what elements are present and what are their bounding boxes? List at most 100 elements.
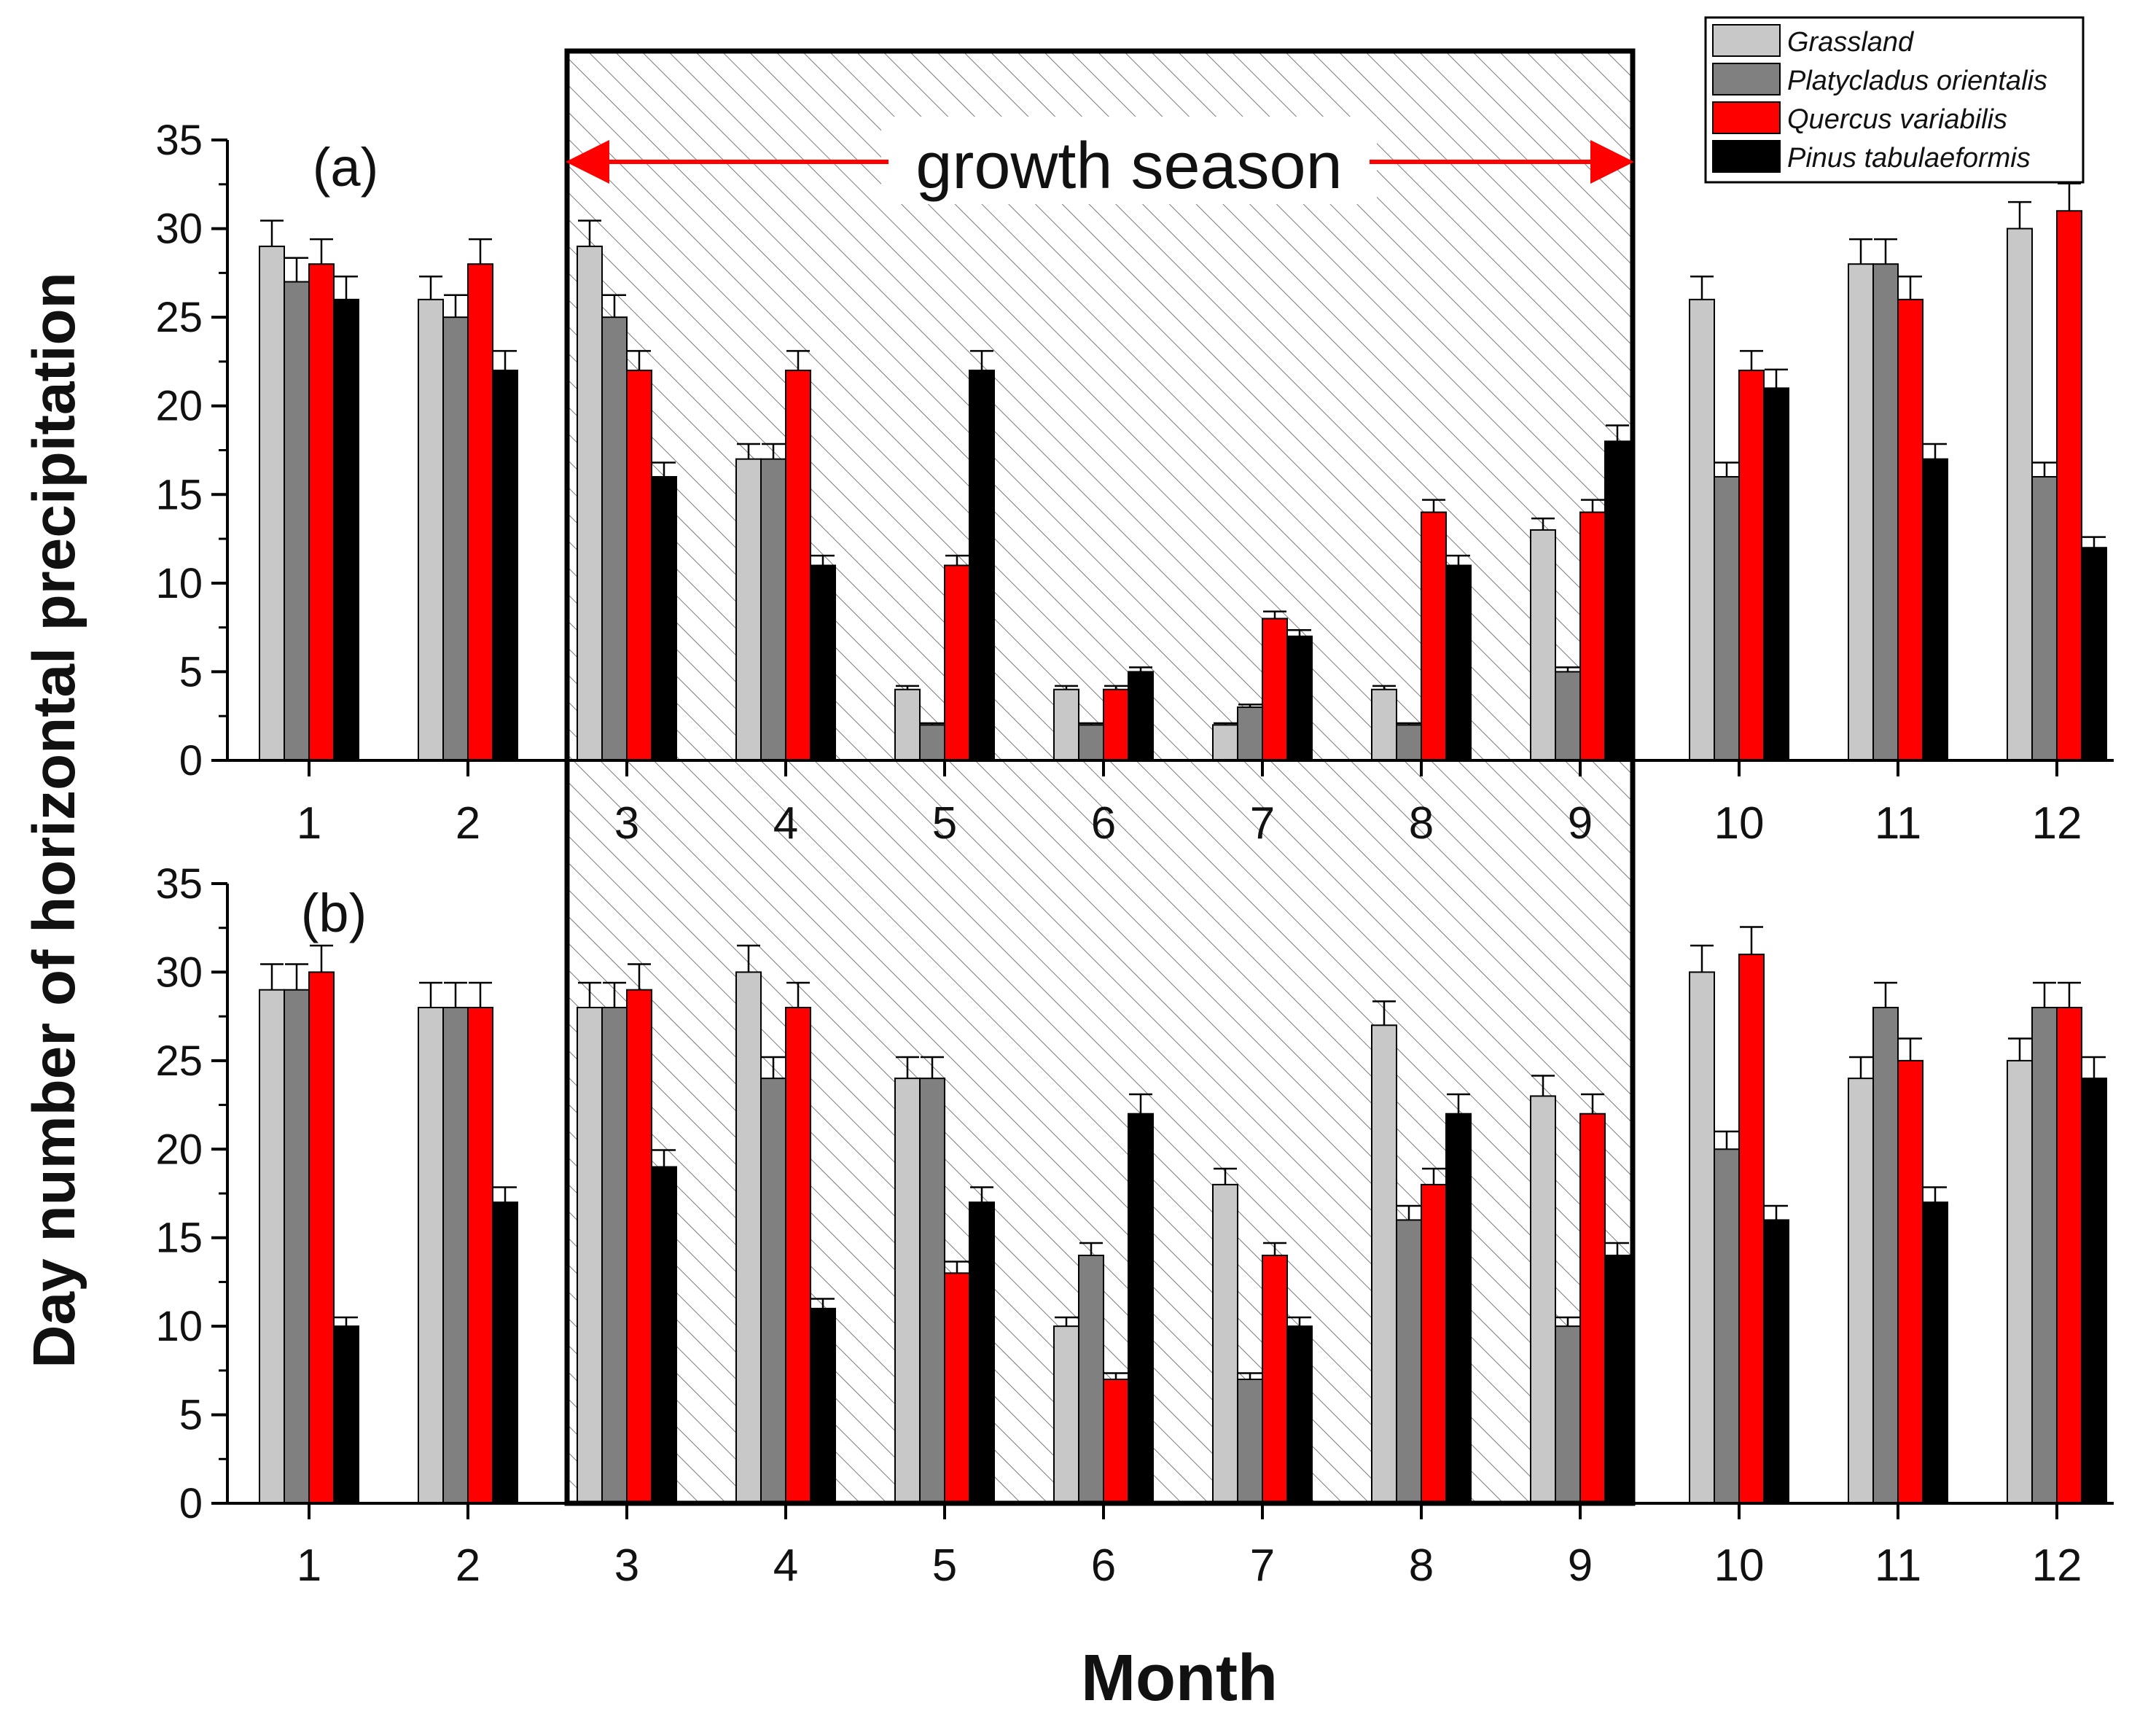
bar [601,316,628,761]
bar [259,245,285,761]
bar [2056,210,2082,761]
bar [1530,529,1556,762]
y-tick-label: 30 [155,948,203,996]
x-tick-label: 7 [1250,798,1275,849]
bar [1103,688,1129,761]
bar [1396,1219,1422,1505]
y-tick-label: 15 [155,1215,203,1262]
bar [577,245,603,761]
y-tick-label: 25 [155,294,203,341]
bar [1848,1078,1874,1504]
y-tick-label: 0 [179,1480,203,1527]
bar [894,1078,921,1504]
bar [1897,1059,1923,1505]
bar [1714,475,1740,761]
bar [1445,1113,1472,1504]
bar [308,263,335,761]
y-tick-label: 35 [155,117,203,164]
x-tick-label: 9 [1568,1540,1593,1591]
legend-entry: Grassland [1787,27,1915,58]
bar [785,1007,811,1504]
x-tick-label: 8 [1409,798,1434,849]
y-tick-label: 15 [155,471,203,518]
bar [1128,1113,1154,1504]
x-tick-label: 5 [932,1540,957,1591]
legend-swatch [1712,140,1781,173]
x-tick-label: 9 [1568,798,1593,849]
x-tick-label: 5 [932,798,957,849]
x-tick-label: 6 [1091,798,1116,849]
bar [1445,564,1472,761]
x-tick-label: 10 [1714,1540,1765,1591]
panel-label: (a) [313,137,378,198]
bar [1262,617,1288,761]
bar [760,1078,786,1504]
bar [1872,263,1899,761]
bar [1555,1325,1581,1504]
x-tick-label: 6 [1091,1540,1116,1591]
legend-swatch [1712,63,1781,96]
bar [969,1201,995,1504]
panel-label: (b) [301,883,367,943]
bar [2007,227,2033,762]
bar [760,458,786,762]
bar [1922,1201,1948,1504]
bar [1212,1183,1238,1505]
x-tick-label: 12 [2032,1540,2082,1591]
x-tick-label: 11 [1875,1540,1921,1591]
bar [1530,1095,1556,1504]
growth-season-label-bg [881,117,1377,204]
bar [944,1272,970,1505]
bar [2081,547,2107,761]
bar [919,724,945,761]
bar [1555,671,1581,762]
bar [492,370,518,762]
bar [785,370,811,762]
bar [1714,1148,1740,1505]
bar [1053,688,1079,761]
bar [1237,1379,1263,1504]
x-tick-label: 1 [297,1540,321,1591]
bar [810,1307,836,1505]
bar [418,1007,444,1504]
x-tick-label: 7 [1250,1540,1275,1591]
bar [919,1078,945,1504]
bar [626,370,652,762]
bar [333,1325,359,1504]
x-tick-label: 2 [456,1540,480,1591]
bar [1053,1325,1079,1504]
bar [1421,511,1447,761]
bar [1371,1024,1397,1505]
bar [1738,370,1765,762]
x-tick-label: 3 [614,1540,639,1591]
bar [577,1007,603,1504]
bar [467,263,493,761]
y-tick-label: 30 [155,206,203,253]
bar [1922,458,1948,762]
y-tick-label: 20 [155,383,203,430]
bar [2031,1007,2058,1504]
bar [333,298,359,762]
bar [1396,724,1422,761]
bar [492,1201,518,1504]
x-tick-label: 8 [1409,1540,1434,1591]
legend-swatch [1712,101,1781,134]
bar [467,1007,493,1504]
bar [1579,1113,1606,1504]
x-tick-label: 11 [1875,798,1921,849]
bar [1689,298,1715,762]
bar [1421,1183,1447,1505]
bar [259,989,285,1504]
y-tick-label: 10 [155,560,203,607]
growth-season-label: growth season [915,130,1342,203]
bar [1872,1007,1899,1504]
x-axis-title: Month [1081,1642,1278,1715]
bar [2007,1059,2033,1505]
legend-entry: Platycladus orientalis [1787,66,2047,96]
y-axis-title: Day number of horizontal precipitation [21,272,87,1368]
bar [1579,511,1606,761]
bar [1738,954,1765,1504]
bar [1212,724,1238,761]
